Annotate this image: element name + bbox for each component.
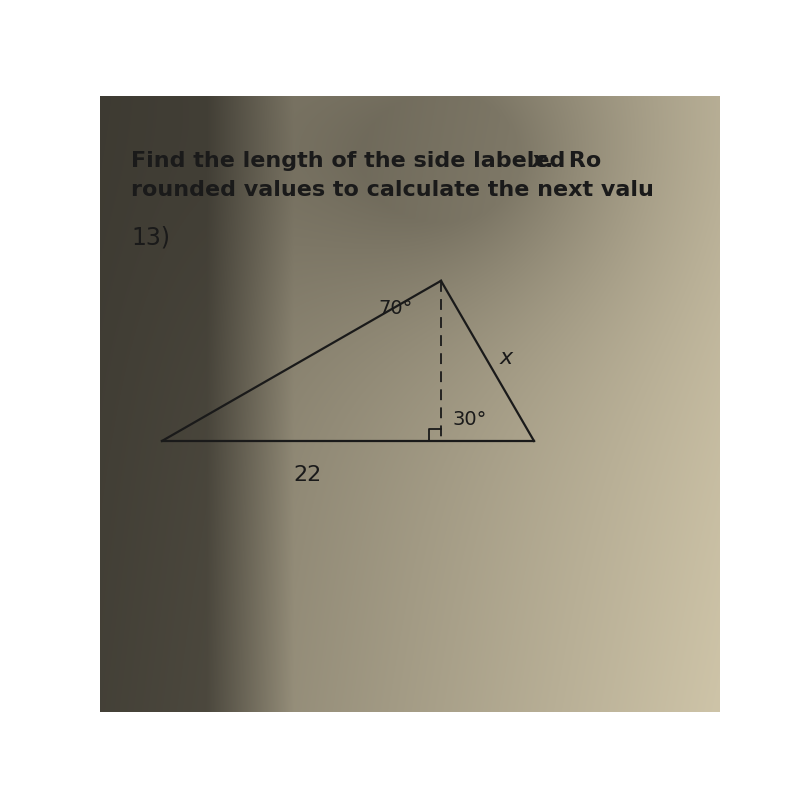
- Text: 22: 22: [294, 465, 322, 485]
- Text: .  Ro: . Ro: [545, 150, 602, 170]
- Text: Find the length of the side labeled: Find the length of the side labeled: [131, 150, 573, 170]
- Text: 30°: 30°: [452, 410, 486, 429]
- Text: rounded values to calculate the next valu: rounded values to calculate the next val…: [131, 180, 654, 200]
- Text: 70°: 70°: [378, 299, 413, 318]
- Text: x: x: [531, 150, 546, 170]
- Text: x: x: [500, 348, 513, 368]
- Text: 13): 13): [131, 226, 170, 250]
